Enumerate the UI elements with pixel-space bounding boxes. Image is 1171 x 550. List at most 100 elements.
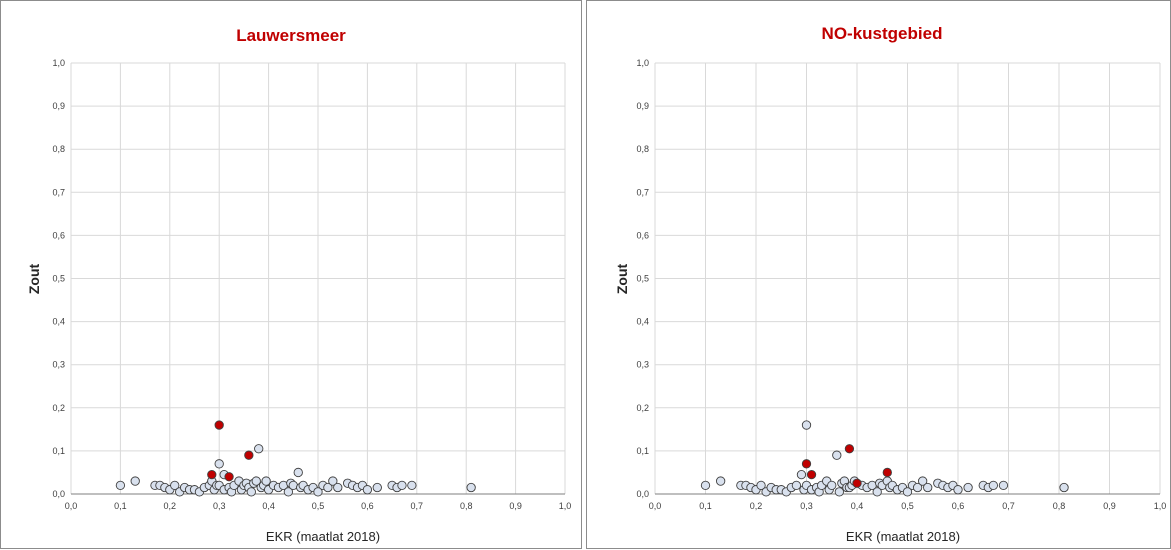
data-point [796,469,807,480]
data-point [834,487,844,497]
x-tick-label: 1,0 [559,501,572,511]
data-point [115,480,126,491]
y-tick-label: 0,4 [636,317,649,327]
highlighted-data-point [844,444,855,454]
y-tick-label: 0,0 [636,489,649,499]
data-point [130,476,140,486]
highlighted-data-point [214,420,224,430]
data-point [791,480,802,491]
y-tick-label: 0,0 [52,489,65,499]
y-tick-label: 0,7 [52,187,65,197]
x-tick-labels: 0,0 0,1 0,2 0,3 0,4 0,5 0,6 0,7 0,8 0,9 1,0 [65,501,572,511]
x-tick-label: 0,7 [411,501,424,511]
data-point [372,482,382,493]
x-tick-label: 0,8 [1053,501,1066,511]
x-tick-label: 0,3 [800,501,813,511]
x-tick-label: 0,8 [460,501,473,511]
data-point [801,420,812,430]
chart-title: Lauwersmeer [236,26,346,45]
data-point [170,480,180,491]
highlighted-data-point [806,469,817,480]
data-point [333,482,343,493]
y-tick-label: 0,9 [52,101,65,111]
y-tick-label: 0,4 [52,317,65,327]
data-points [115,420,476,497]
x-axis-title: EKR (maatlat 2018) [266,529,380,544]
x-tick-label: 0,9 [1103,501,1116,511]
x-tick-label: 0,2 [750,501,763,511]
y-tick-labels: 0,0 0,1 0,2 0,3 0,4 0,5 0,6 0,7 0,8 0,9 1,0 [52,58,65,499]
x-tick-label: 0,1 [114,501,127,511]
y-tick-labels: 0,0 0,1 0,2 0,3 0,4 0,5 0,6 0,7 0,8 0,9 1,0 [636,58,649,499]
data-point [313,487,323,497]
y-tick-label: 0,6 [52,230,65,240]
scatter-chart-lauwersmeer: Lauwersmeer 0,00,10,20,30,40,50,60,70,80… [26,26,572,544]
y-tick-label: 0,6 [636,230,649,240]
x-tick-label: 0,3 [213,501,226,511]
y-tick-label: 0,5 [52,274,65,284]
y-axis-title: Zout [26,264,42,295]
grid [70,62,566,495]
data-point [466,482,476,493]
y-tick-label: 0,1 [52,446,65,456]
x-tick-label: 0,2 [164,501,177,511]
x-tick-label: 0,6 [361,501,374,511]
x-tick-label: 0,9 [509,501,522,511]
chart-title: NO-kustgebied [822,24,943,43]
data-point [953,485,963,495]
data-point [246,487,256,497]
data-point [214,459,224,469]
scatter-chart-no-kustgebied: NO-kustgebied 0,0 0,1 0,2 0,3 0,4 0,5 0,6 0,7 0,… [614,24,1167,544]
data-point [912,482,923,493]
y-tick-label: 1,0 [636,58,649,68]
data-points [700,420,1069,497]
data-point [700,480,711,491]
x-tick-labels: 0,0 0,1 0,2 0,3 0,4 0,5 0,6 0,7 0,8 0,9 1,0 [649,501,1167,511]
y-tick-label: 0,2 [52,403,65,413]
data-point [917,476,928,486]
data-point [293,467,303,478]
data-point [362,485,373,495]
data-point [323,482,333,493]
y-tick-label: 0,7 [636,187,649,197]
x-tick-label: 0,7 [1002,501,1015,511]
highlighted-data-point [207,469,217,480]
x-tick-label: 0,6 [952,501,965,511]
x-tick-label: 0,4 [851,501,864,511]
highlighted-data-point [801,459,812,469]
x-tick-label: 0,1 [699,501,712,511]
y-tick-label: 0,8 [52,144,65,154]
data-point [827,480,837,491]
data-point [872,487,882,497]
chart-panel-no-kustgebied: NO-kustgebied 0,0 0,1 0,2 0,3 0,4 0,5 0,6 0,7 0,… [586,0,1171,549]
highlighted-data-point [852,478,862,488]
data-point [832,450,842,460]
y-tick-label: 0,3 [52,360,65,370]
x-tick-label: 0,0 [649,501,662,511]
x-tick-label: 0,5 [901,501,914,511]
y-axis-title: Zout [614,264,630,295]
data-point [1059,482,1069,493]
data-point [328,476,338,486]
data-point [923,482,933,493]
data-point [756,480,766,491]
x-tick-label: 0,4 [262,501,275,511]
data-point [261,476,271,486]
data-point [988,480,998,491]
highlighted-data-point [224,472,234,482]
data-point [998,480,1009,491]
y-tick-label: 0,8 [636,144,649,154]
grid [654,62,1161,495]
y-tick-label: 0,5 [636,274,649,284]
y-tick-label: 0,1 [636,446,649,456]
x-tick-label: 0,5 [312,501,325,511]
x-axis-title: EKR (maatlat 2018) [846,529,960,544]
x-tick-label: 0,0 [65,501,78,511]
data-point [902,487,913,497]
highlighted-data-point [882,467,892,478]
y-tick-label: 0,9 [636,101,649,111]
chart-panel-lauwersmeer: Lauwersmeer 0,0 0,1 0,2 0,3 0,4 0,5 0,6 0,7 0,8 0… [0,0,582,549]
y-tick-label: 0,3 [636,360,649,370]
data-point [251,476,261,486]
data-point [715,476,726,486]
